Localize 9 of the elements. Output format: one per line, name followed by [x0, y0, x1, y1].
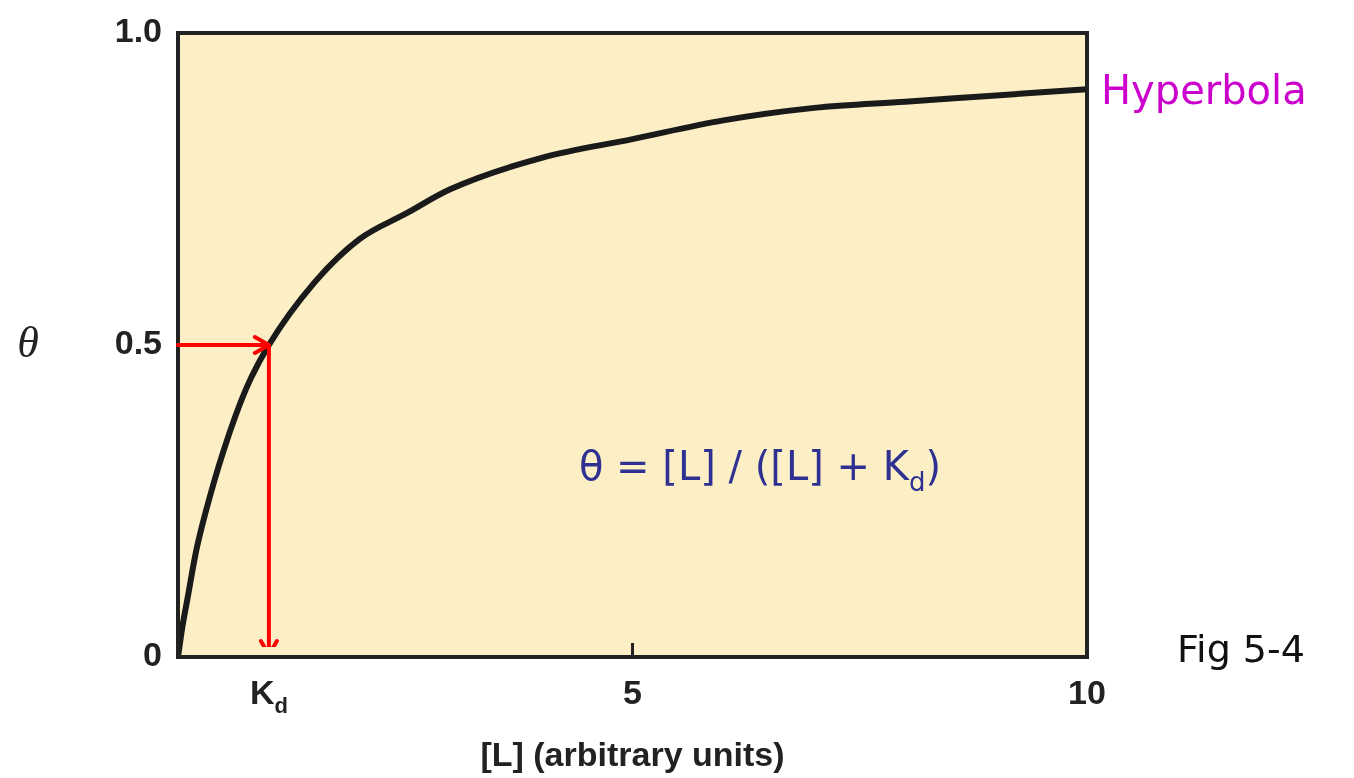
x-tick-label: 5	[623, 673, 642, 712]
caption: Fig 5-4	[1177, 626, 1305, 671]
y-tick-label: 0	[143, 635, 163, 674]
y-axis-title: θ	[17, 317, 39, 367]
x-tick-label: 10	[1068, 673, 1106, 712]
y-tick-label: 0.5	[114, 323, 162, 362]
annotation: Hyperbola	[1101, 66, 1307, 113]
x-axis-title: [L] (arbitrary units)	[480, 735, 785, 774]
y-tick-label: 1.0	[114, 11, 162, 50]
